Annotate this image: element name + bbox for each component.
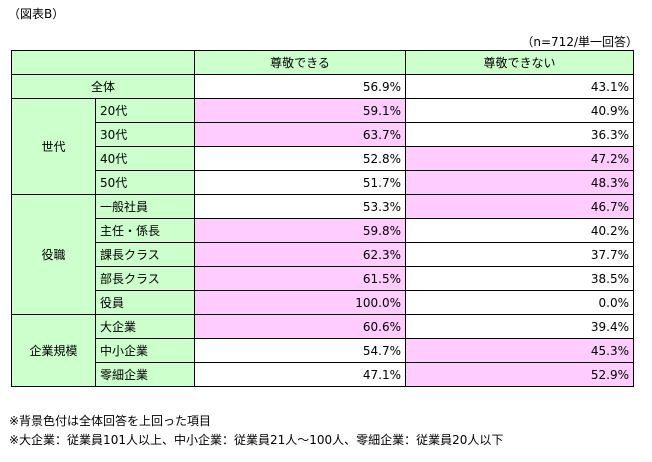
table-row: 50代 51.7% 48.3% bbox=[12, 170, 634, 195]
respect-value: 60.6% bbox=[194, 314, 406, 339]
footnote-company-size: ※大企業：従業員101人以上、中小企業：従業員21人～100人、零細企業：従業員… bbox=[9, 433, 504, 447]
respect-value: 59.8% bbox=[194, 218, 406, 243]
row-label: 50代 bbox=[95, 170, 195, 195]
no-respect-value: 0.0% bbox=[405, 290, 634, 315]
group-label: 企業規模 bbox=[11, 314, 96, 387]
row-label: 40代 bbox=[95, 146, 195, 171]
row-label: 30代 bbox=[95, 122, 195, 147]
no-respect-value: 45.3% bbox=[405, 338, 634, 363]
row-label: 役員 bbox=[95, 290, 195, 315]
table-row: 40代 52.8% 47.2% bbox=[12, 146, 634, 171]
column-header-respect: 尊敬できる bbox=[194, 50, 406, 75]
total-label: 全体 bbox=[11, 74, 195, 99]
no-respect-value: 40.2% bbox=[405, 218, 634, 243]
table-row: 課長クラス 62.3% 37.7% bbox=[12, 242, 634, 267]
table-row: 役職 一般社員 53.3% 46.7% bbox=[11, 194, 634, 315]
header-empty-cell bbox=[11, 50, 195, 75]
total-respect-value: 56.9% bbox=[194, 74, 406, 99]
footnotes: ※背景色付は全体回答を上回った項目 ※大企業：従業員101人以上、中小企業：従業… bbox=[9, 412, 503, 450]
respect-value: 100.0% bbox=[194, 290, 406, 315]
respect-value: 59.1% bbox=[194, 98, 406, 123]
no-respect-value: 39.4% bbox=[405, 314, 634, 339]
table-row: 零細企業 47.1% 52.9% bbox=[12, 362, 634, 387]
table-row: 中小企業 54.7% 45.3% bbox=[12, 338, 634, 363]
table-row: 世代 20代 59.1% 40.9% bbox=[11, 98, 634, 195]
respect-value: 63.7% bbox=[194, 122, 406, 147]
row-label: 中小企業 bbox=[95, 338, 195, 363]
row-label: 大企業 bbox=[95, 314, 195, 339]
respect-value: 47.1% bbox=[194, 362, 406, 387]
respect-value: 62.3% bbox=[194, 242, 406, 267]
survey-results-table: 尊敬できる 尊敬できない 全体 56.9% 43.1% 世代 20代 59.1% 40… bbox=[11, 50, 634, 387]
no-respect-value: 37.7% bbox=[405, 242, 634, 267]
respect-value: 61.5% bbox=[194, 266, 406, 291]
row-label: 一般社員 bbox=[95, 194, 195, 219]
header-row: 尊敬できる 尊敬できない bbox=[11, 50, 634, 75]
respect-value: 54.7% bbox=[194, 338, 406, 363]
sample-size-note: （n=712/単一回答） bbox=[521, 35, 638, 49]
no-respect-value: 52.9% bbox=[405, 362, 634, 387]
table-row: 役員 100.0% 0.0% bbox=[12, 290, 634, 315]
table-row: 30代 63.7% 36.3% bbox=[12, 122, 634, 147]
no-respect-value: 48.3% bbox=[405, 170, 634, 195]
total-no-respect-value: 43.1% bbox=[405, 74, 634, 99]
respect-value: 53.3% bbox=[194, 194, 406, 219]
no-respect-value: 36.3% bbox=[405, 122, 634, 147]
respect-value: 51.7% bbox=[194, 170, 406, 195]
figure-caption: （図表B） bbox=[8, 7, 65, 21]
no-respect-value: 46.7% bbox=[405, 194, 634, 219]
table-body: 尊敬できる 尊敬できない 全体 56.9% 43.1% 世代 20代 59.1% 40… bbox=[11, 50, 634, 387]
group-label: 世代 bbox=[11, 98, 96, 195]
total-row: 全体 56.9% 43.1% bbox=[11, 74, 634, 99]
row-label: 20代 bbox=[95, 98, 195, 123]
group-label: 役職 bbox=[11, 194, 96, 315]
row-label: 主任・係長 bbox=[95, 218, 195, 243]
no-respect-value: 38.5% bbox=[405, 266, 634, 291]
table-row: 企業規模 大企業 60.6% 39.4% bbox=[11, 314, 634, 387]
column-header-no-respect: 尊敬できない bbox=[405, 50, 634, 75]
table-row: 部長クラス 61.5% 38.5% bbox=[12, 266, 634, 291]
row-label: 課長クラス bbox=[95, 242, 195, 267]
row-label: 部長クラス bbox=[95, 266, 195, 291]
no-respect-value: 40.9% bbox=[405, 98, 634, 123]
no-respect-value: 47.2% bbox=[405, 146, 634, 171]
row-label: 零細企業 bbox=[95, 362, 195, 387]
footnote-highlight: ※背景色付は全体回答を上回った項目 bbox=[9, 414, 212, 428]
respect-value: 52.8% bbox=[194, 146, 406, 171]
table-row: 主任・係長 59.8% 40.2% bbox=[12, 218, 634, 243]
